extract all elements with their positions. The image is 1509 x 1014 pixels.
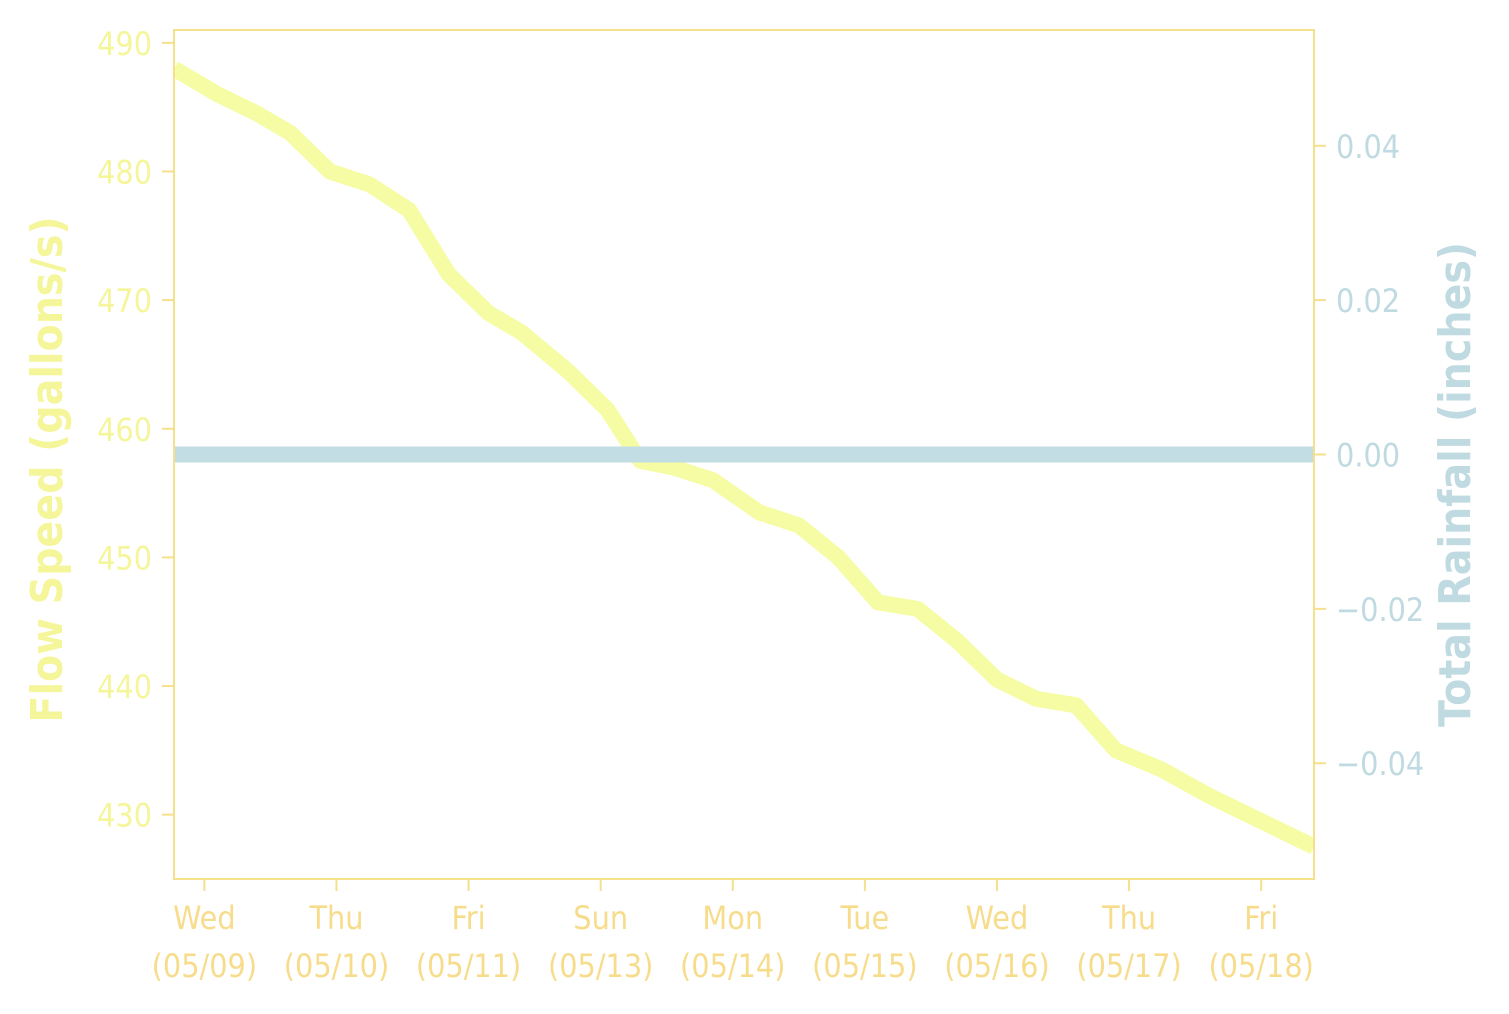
plot-lines (174, 61, 1314, 854)
x-tick-weekday: Wed (173, 899, 236, 937)
x-tick-weekday: Wed (966, 899, 1029, 937)
right-tick-label: 0.00 (1336, 437, 1400, 475)
right-tick-label: −0.04 (1336, 745, 1424, 783)
x-tick-weekday: Mon (702, 899, 763, 937)
x-tick-weekday: Sun (573, 899, 628, 937)
left-tick-label: 450 (97, 539, 152, 577)
left-tick-label: 490 (97, 25, 152, 63)
x-tick-date: (05/09) (152, 947, 257, 985)
x-tick-weekday: Fri (452, 899, 486, 937)
x-tick-date: (05/18) (1208, 947, 1313, 985)
left-tick-label: 470 (97, 282, 152, 320)
left-tick-label: 460 (97, 411, 152, 449)
right-axis-ticks: −0.04 −0.02 0.00 0.02 0.04 (1314, 128, 1424, 783)
x-tick-date: (05/13) (548, 947, 653, 985)
left-tick-label: 480 (97, 154, 152, 192)
x-tick-date: (05/16) (944, 947, 1049, 985)
left-tick-label: 440 (97, 668, 152, 706)
right-axis-title: Total Rainfall (inches) (1430, 242, 1481, 727)
x-tick-date: (05/17) (1076, 947, 1181, 985)
left-axis-ticks: 430 440 450 460 470 480 490 (97, 25, 174, 835)
right-tick-label: −0.02 (1336, 591, 1424, 629)
x-tick-weekday: Thu (308, 899, 363, 937)
flow-speed-line (174, 61, 1314, 854)
x-axis-ticks: Wed (05/09) Thu (05/10) Fri (05/11) Sun (05/13)… (152, 879, 1314, 985)
x-tick-weekday: Tue (840, 899, 890, 937)
x-tick-date: (05/14) (680, 947, 785, 985)
right-tick-label: 0.02 (1336, 282, 1400, 320)
x-tick-date: (05/11) (416, 947, 521, 985)
x-tick-date: (05/10) (284, 947, 389, 985)
left-tick-label: 430 (97, 797, 152, 835)
right-tick-label: 0.04 (1336, 128, 1400, 166)
x-tick-date: (05/15) (812, 947, 917, 985)
left-axis-title: Flow Speed (gallons/s) (22, 216, 73, 722)
x-tick-weekday: Fri (1244, 899, 1278, 937)
x-tick-weekday: Thu (1101, 899, 1156, 937)
